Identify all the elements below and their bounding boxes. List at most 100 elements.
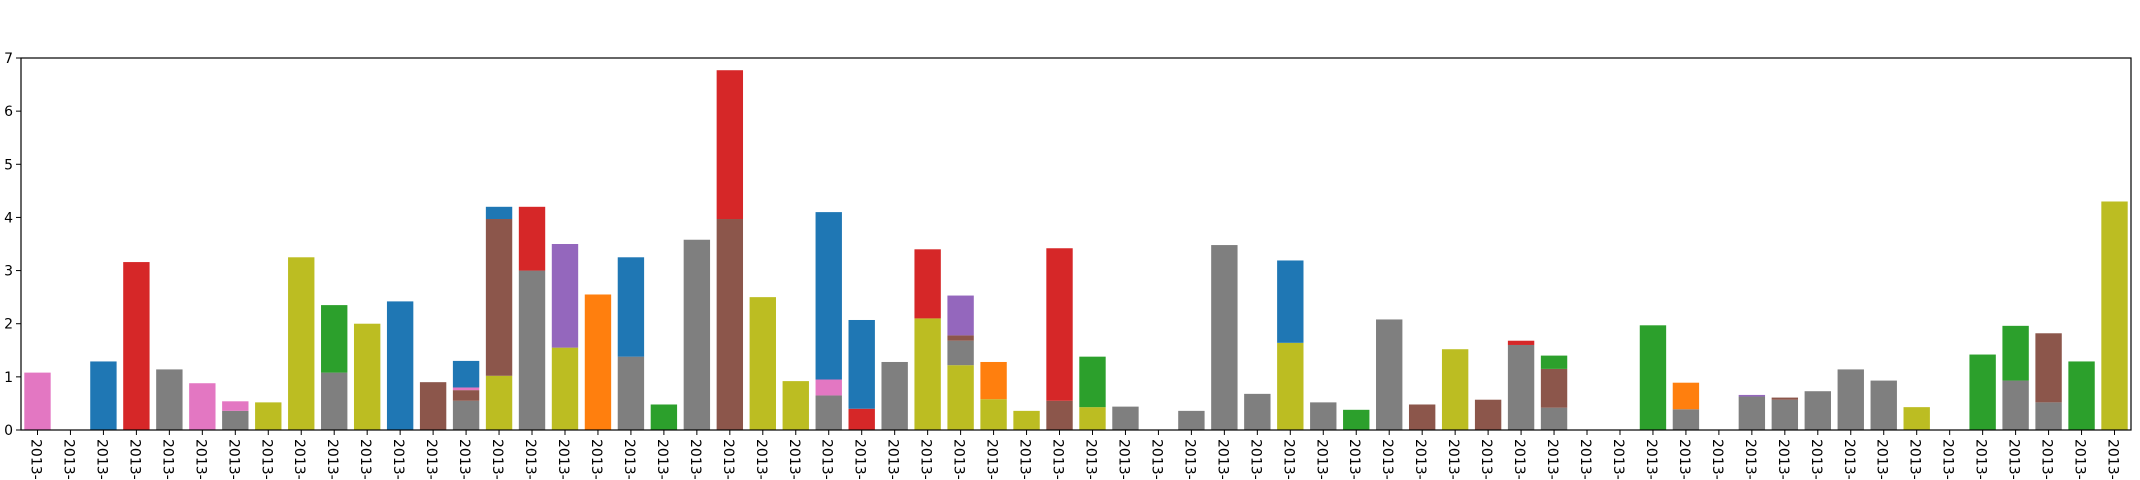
y-axis: 0 1 2 3 4 5 6 7 bbox=[4, 51, 21, 439]
x-tick-label-24: 2013- bbox=[819, 439, 835, 480]
x-tick-label-21: 2013- bbox=[720, 439, 736, 480]
bar-segment-21-0 bbox=[716, 219, 744, 430]
x-tick-label-17: 2013- bbox=[588, 439, 604, 480]
x-tick-label-56: 2013- bbox=[1874, 439, 1890, 480]
bar-segment-15-0 bbox=[518, 270, 546, 430]
bar-segment-29-0 bbox=[980, 399, 1007, 430]
y-tick-label-2: 2 bbox=[4, 317, 13, 333]
bar-segment-21-1 bbox=[716, 70, 744, 220]
bar-segment-11-0 bbox=[386, 301, 414, 430]
x-tick-label-6: 2013- bbox=[225, 439, 241, 480]
bar-segment-13-0 bbox=[452, 400, 480, 430]
bar-segment-60-0 bbox=[2002, 380, 2029, 430]
x-tick-label-47: 2013- bbox=[1577, 439, 1593, 480]
bar-segment-46-2 bbox=[1540, 355, 1568, 369]
x-tick-label-11: 2013- bbox=[390, 439, 406, 480]
bar-segment-62-0 bbox=[2068, 361, 2095, 430]
plot-frame bbox=[20, 57, 2132, 431]
bar-segment-13-3 bbox=[452, 360, 480, 388]
y-tick-label-1: 1 bbox=[4, 370, 13, 386]
x-tick-label-0: 2013- bbox=[27, 439, 43, 480]
y-tick-label-7: 7 bbox=[4, 51, 13, 67]
x-tick-label-63: 2013- bbox=[2105, 439, 2121, 480]
bars-layer bbox=[24, 70, 2128, 430]
bar-segment-33-0 bbox=[1112, 406, 1139, 430]
bar-segment-2-0 bbox=[90, 361, 117, 430]
x-tick-label-3: 2013- bbox=[126, 439, 142, 480]
x-tick-label-42: 2013- bbox=[1412, 439, 1428, 480]
y-tick-label-4: 4 bbox=[4, 210, 13, 226]
x-tick-label-32: 2013- bbox=[1082, 439, 1098, 480]
x-tick-label-27: 2013- bbox=[918, 439, 934, 480]
bar-segment-25-0 bbox=[848, 408, 875, 430]
bar-segment-16-1 bbox=[551, 244, 579, 348]
bar-segment-36-0 bbox=[1211, 245, 1238, 430]
x-tick-label-18: 2013- bbox=[621, 439, 637, 480]
bar-segment-4-0 bbox=[156, 369, 183, 430]
bar-segment-61-0 bbox=[2035, 402, 2062, 430]
bar-segment-16-0 bbox=[551, 347, 579, 430]
x-tick-label-41: 2013- bbox=[1379, 439, 1395, 480]
bar-segment-28-1 bbox=[947, 340, 974, 366]
y-tick-label-0: 0 bbox=[4, 423, 13, 439]
bar-segment-10-0 bbox=[353, 323, 381, 430]
x-tick-label-30: 2013- bbox=[1017, 439, 1033, 480]
bar-segment-40-0 bbox=[1343, 409, 1370, 430]
bar-segment-29-1 bbox=[980, 361, 1007, 400]
x-axis: 2013- 2013- 2013- 2013- 2013- 2013- 2013- 2013-… bbox=[27, 430, 2121, 480]
bar-segment-25-1 bbox=[848, 319, 875, 409]
x-tick-label-31: 2013- bbox=[1050, 439, 1066, 480]
x-tick-label-62: 2013- bbox=[2072, 439, 2088, 480]
x-tick-label-28: 2013- bbox=[951, 439, 967, 480]
x-tick-label-22: 2013- bbox=[753, 439, 769, 480]
bar-segment-18-0 bbox=[617, 356, 645, 430]
bar-segment-35-0 bbox=[1178, 410, 1205, 430]
x-tick-label-37: 2013- bbox=[1247, 439, 1263, 480]
bar-segment-46-0 bbox=[1540, 407, 1568, 430]
bar-segment-46-1 bbox=[1540, 368, 1568, 408]
bar-segment-53-0 bbox=[1771, 399, 1799, 430]
bar-segment-0-0 bbox=[24, 372, 51, 430]
bar-segment-37-0 bbox=[1244, 393, 1271, 430]
x-tick-label-8: 2013- bbox=[291, 439, 307, 480]
bar-segment-38-0 bbox=[1277, 342, 1304, 430]
x-tick-label-25: 2013- bbox=[852, 439, 868, 480]
y-tick-label-5: 5 bbox=[4, 157, 13, 173]
bar-segment-8-0 bbox=[288, 257, 315, 430]
x-tick-label-44: 2013- bbox=[1478, 439, 1494, 480]
x-tick-label-5: 2013- bbox=[192, 439, 208, 480]
bar-segment-19-0 bbox=[650, 404, 678, 430]
x-tick-label-20: 2013- bbox=[687, 439, 703, 480]
x-tick-label-61: 2013- bbox=[2039, 439, 2055, 480]
bar-segment-50-0 bbox=[1672, 409, 1700, 430]
x-tick-label-33: 2013- bbox=[1115, 439, 1131, 480]
bar-segment-43-0 bbox=[1441, 349, 1469, 430]
bar-segment-13-2 bbox=[452, 387, 480, 391]
x-tick-label-1: 2013- bbox=[60, 439, 76, 480]
bar-segment-24-1 bbox=[815, 379, 842, 396]
bar-segment-53-1 bbox=[1771, 397, 1799, 400]
bar-segment-24-0 bbox=[815, 395, 842, 430]
bar-segment-31-1 bbox=[1046, 248, 1073, 401]
bar-segment-55-0 bbox=[1837, 369, 1864, 430]
x-tick-label-60: 2013- bbox=[2006, 439, 2022, 480]
x-tick-label-40: 2013- bbox=[1346, 439, 1362, 480]
x-tick-label-52: 2013- bbox=[1742, 439, 1758, 480]
x-tick-label-29: 2013- bbox=[984, 439, 1000, 480]
x-tick-label-23: 2013- bbox=[786, 439, 802, 480]
bar-segment-54-0 bbox=[1804, 391, 1831, 430]
bar-segment-49-0 bbox=[1639, 325, 1667, 430]
bar-segment-24-2 bbox=[815, 212, 842, 380]
bar-segment-14-0 bbox=[485, 375, 513, 430]
y-tick-label-3: 3 bbox=[4, 264, 13, 280]
bar-segment-61-1 bbox=[2035, 333, 2062, 403]
bar-segment-14-2 bbox=[485, 206, 513, 220]
bar-segment-50-1 bbox=[1672, 382, 1700, 410]
bar-segment-27-1 bbox=[914, 249, 941, 319]
x-tick-label-48: 2013- bbox=[1610, 439, 1626, 480]
bar-segment-28-3 bbox=[947, 295, 974, 336]
bar-segment-59-0 bbox=[1969, 354, 1996, 430]
bar-segment-57-0 bbox=[1903, 407, 1930, 430]
x-tick-label-49: 2013- bbox=[1643, 439, 1659, 480]
bar-segment-39-0 bbox=[1310, 402, 1337, 430]
